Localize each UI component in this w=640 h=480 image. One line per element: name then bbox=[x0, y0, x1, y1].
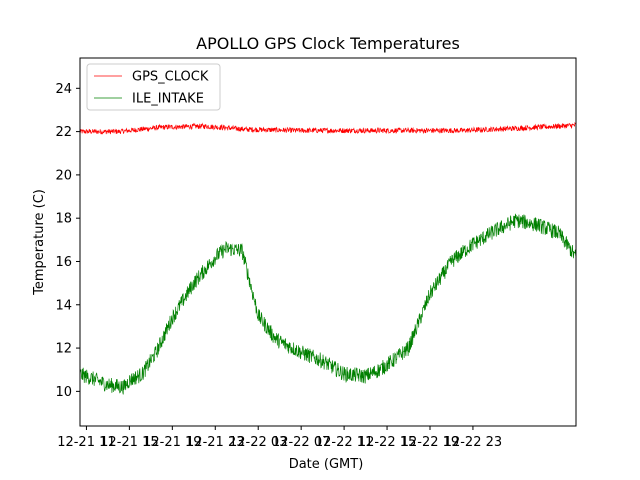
y-tick-label: 20 bbox=[55, 168, 72, 183]
series-line-gps-clock bbox=[79, 121, 577, 135]
legend-label: GPS_CLOCK bbox=[132, 70, 209, 85]
x-tick-label: 12-21 15 bbox=[100, 435, 158, 450]
y-tick-label: 24 bbox=[55, 82, 72, 97]
x-tick-label: 12-22 03 bbox=[229, 435, 287, 450]
y-tick-label: 16 bbox=[55, 255, 72, 270]
x-tick-label: 12-22 23 bbox=[444, 435, 502, 450]
x-tick-label: 12-21 19 bbox=[143, 435, 201, 450]
plot-frame bbox=[79, 57, 577, 427]
x-tick-label: 12-22 11 bbox=[315, 435, 373, 450]
y-axis-label: Temperature (C) bbox=[32, 189, 47, 296]
legend: GPS_CLOCK ILE_INTAKE bbox=[86, 63, 221, 111]
y-axis: 10 12 14 16 18 20 22 24 bbox=[55, 82, 80, 400]
y-tick-label: 18 bbox=[55, 212, 72, 227]
series-layer bbox=[79, 121, 577, 395]
y-tick-label: 22 bbox=[55, 125, 72, 140]
x-tick-label: 12-22 07 bbox=[272, 435, 330, 450]
y-tick-label: 10 bbox=[55, 385, 72, 400]
x-axis-label: Date (GMT) bbox=[289, 457, 364, 472]
y-tick-label: 12 bbox=[55, 342, 72, 357]
x-tick-label: 12-21 11 bbox=[57, 435, 115, 450]
x-tick-label: 12-22 19 bbox=[401, 435, 459, 450]
x-tick-label: 12-21 23 bbox=[186, 435, 244, 450]
chart-title: APOLLO GPS Clock Temperatures bbox=[196, 34, 460, 53]
y-tick-label: 14 bbox=[55, 298, 72, 313]
legend-label: ILE_INTAKE bbox=[132, 92, 204, 107]
legend-box bbox=[86, 63, 221, 111]
x-tick-label: 12-22 15 bbox=[358, 435, 416, 450]
series-line-ile-intake bbox=[79, 213, 577, 395]
